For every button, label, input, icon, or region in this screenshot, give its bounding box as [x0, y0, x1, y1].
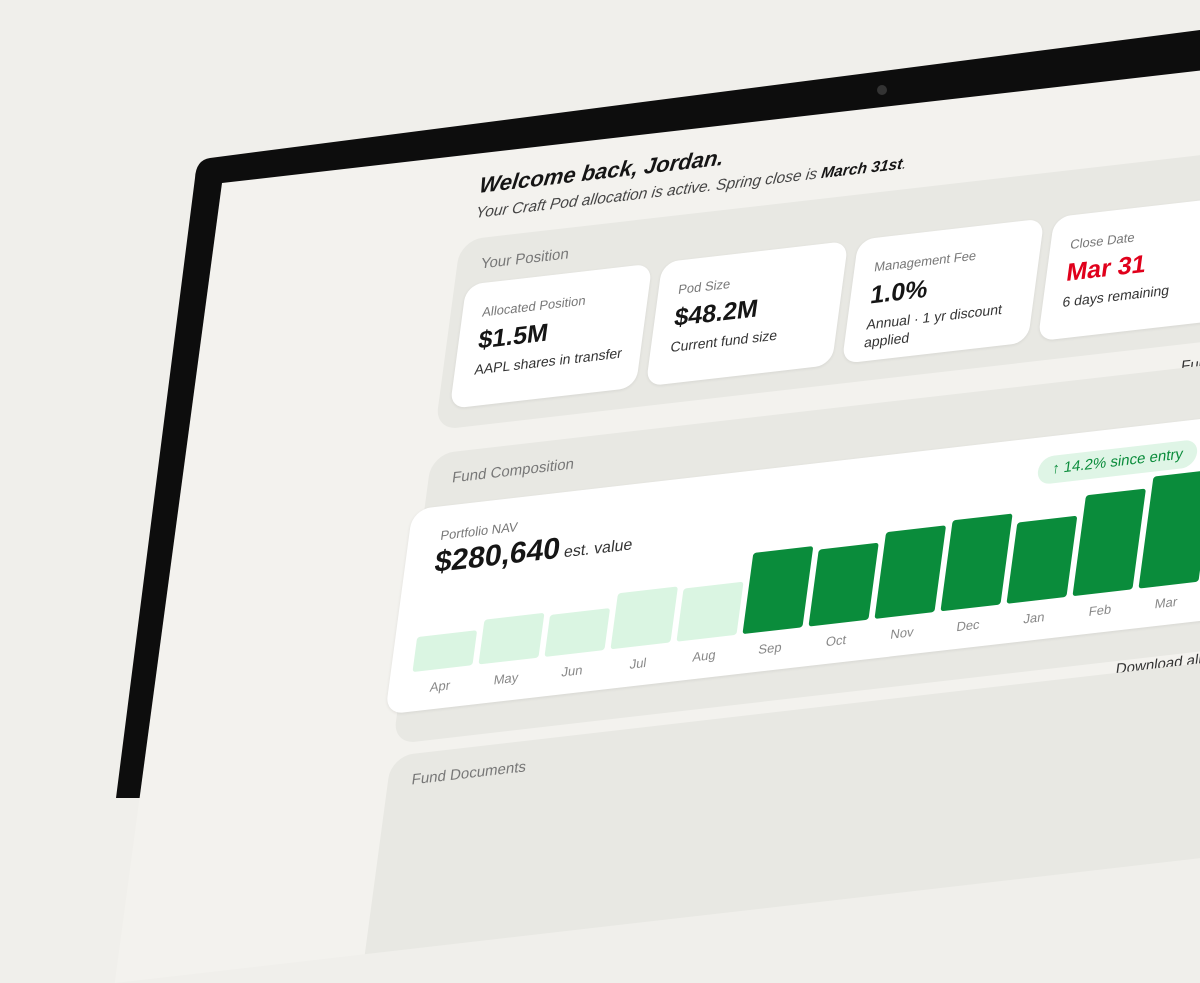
month-label: Dec — [956, 617, 982, 635]
month-label: Aug — [692, 647, 717, 665]
month-label: Oct — [825, 632, 848, 649]
card-label: Pod Size — [677, 276, 731, 297]
bar — [1006, 516, 1077, 604]
month-label: Nov — [890, 624, 916, 642]
panel-title: Fund Composition — [451, 455, 575, 486]
bar — [412, 630, 477, 672]
page: Welcome back, Jordan. Your Craft Pod all… — [0, 0, 1200, 798]
card-value: $1.5M — [477, 319, 550, 356]
bar — [544, 608, 610, 657]
month-label: Sep — [758, 639, 783, 657]
screen: Welcome back, Jordan. Your Craft Pod all… — [115, 57, 1200, 983]
month-label: Mar — [1154, 594, 1179, 612]
card-value: $48.2M — [673, 294, 760, 333]
bar — [742, 546, 813, 634]
month-label: May — [493, 670, 520, 688]
card-label: Allocated Position — [481, 293, 586, 320]
month-label: Jul — [629, 655, 648, 672]
card-label: Management Fee — [873, 248, 977, 275]
bar — [1072, 489, 1146, 597]
bar — [1138, 470, 1200, 589]
month-label: Apr — [429, 678, 452, 695]
bar — [940, 513, 1012, 611]
bar — [676, 582, 743, 642]
bar — [808, 543, 878, 627]
subtitle-text: . — [901, 155, 908, 172]
panel-title: Your Position — [480, 245, 570, 272]
camera — [877, 85, 887, 95]
month-label: Jun — [561, 662, 584, 679]
bar — [874, 525, 946, 619]
card-value: 1.0% — [869, 275, 930, 311]
nav-chart: Apr May Jun Jul Aug Sep Oct Nov Dec Jan Feb Mar — [385, 395, 1200, 715]
card-label: Close Date — [1069, 230, 1135, 252]
nav-card: Portfolio NAV $280,640 est. value ↑ 14.2… — [385, 395, 1200, 715]
month-label: Feb — [1088, 602, 1112, 619]
month-label: Jan — [1023, 609, 1046, 626]
subtitle-date: March 31st — [820, 156, 903, 182]
card-value: Mar 31 — [1065, 250, 1148, 288]
bar — [610, 586, 678, 649]
bar — [478, 613, 544, 665]
panel-title: Fund Documents — [411, 758, 528, 788]
